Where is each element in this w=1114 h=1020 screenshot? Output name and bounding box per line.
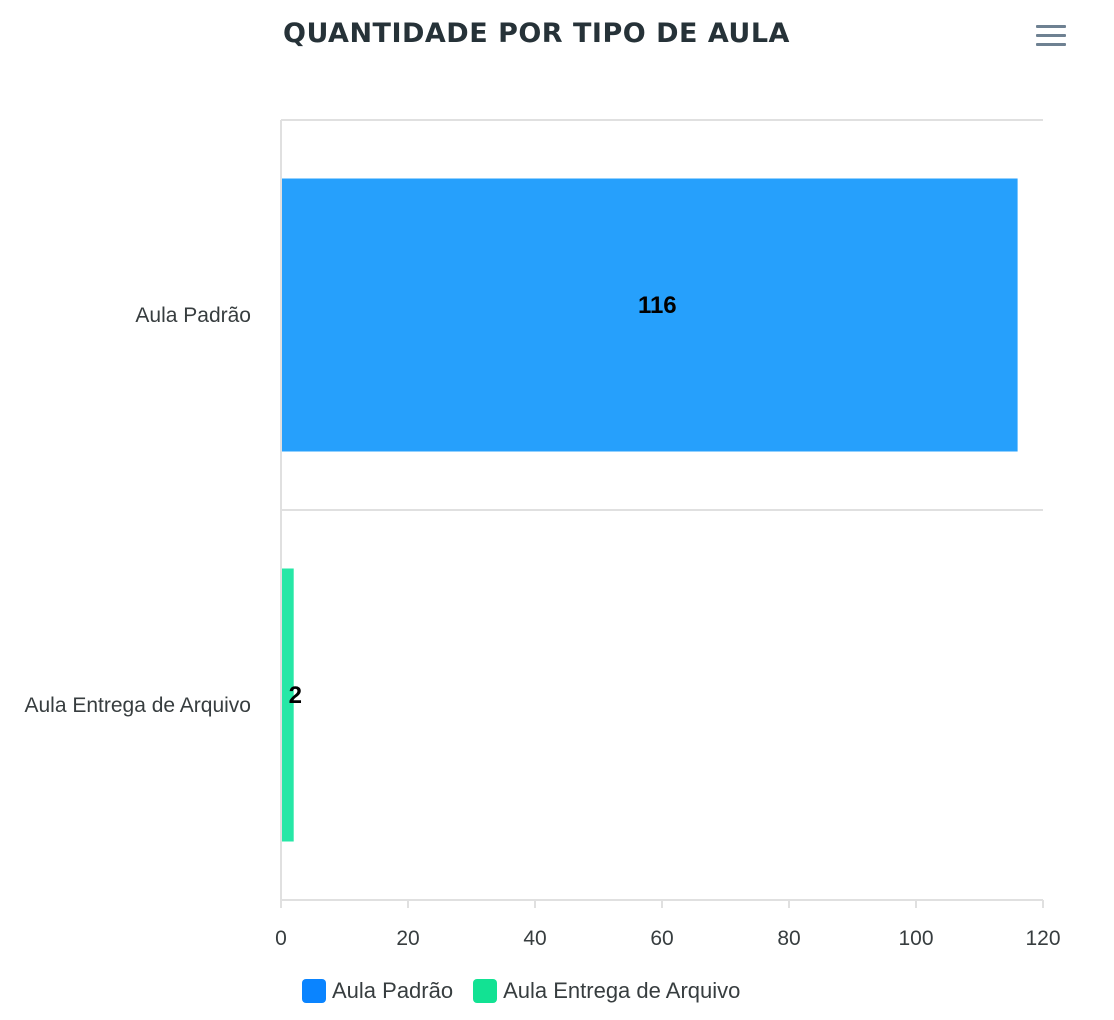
data-label: 116 (638, 292, 677, 319)
menu-line (1036, 34, 1066, 37)
x-tick-label: 100 (898, 927, 933, 950)
menu-line (1036, 25, 1066, 28)
legend: Aula Padrão Aula Entrega de Arquivo (302, 978, 760, 1004)
chart-title: QUANTIDADE POR TIPO DE AULA (283, 18, 790, 49)
legend-item-aula-entrega-de-arquivo[interactable]: Aula Entrega de Arquivo (473, 978, 740, 1004)
legend-swatch (473, 979, 498, 1003)
x-tick-label: 40 (523, 927, 546, 950)
bars (281, 178, 1018, 842)
hamburger-menu-icon[interactable] (1032, 20, 1070, 52)
legend-label: Aula Entrega de Arquivo (503, 978, 741, 1003)
x-tick-label: 0 (275, 927, 287, 950)
legend-label: Aula Padrão (332, 978, 454, 1003)
legend-item-aula-padrao[interactable]: Aula Padrão (302, 978, 453, 1004)
category-label: Aula Entrega de Arquivo (25, 694, 252, 717)
axes (280, 120, 1044, 908)
x-tick-label: 20 (396, 927, 419, 950)
category-label: Aula Padrão (135, 304, 251, 327)
x-tick-label: 120 (1025, 927, 1060, 950)
labels: 0 20 40 60 80 100 120 Aula Padrão 116 Aula Entreg… (25, 292, 1061, 950)
x-tick-label: 60 (650, 927, 673, 950)
bar (281, 568, 294, 842)
data-label: 2 (289, 682, 302, 709)
menu-line (1036, 43, 1066, 46)
x-tick-label: 80 (777, 927, 800, 950)
bar (281, 178, 1018, 452)
legend-swatch (302, 979, 326, 1003)
bar-chart: 0 20 40 60 80 100 120 Aula Padrão 116 Aula Entreg… (25, 119, 1061, 950)
